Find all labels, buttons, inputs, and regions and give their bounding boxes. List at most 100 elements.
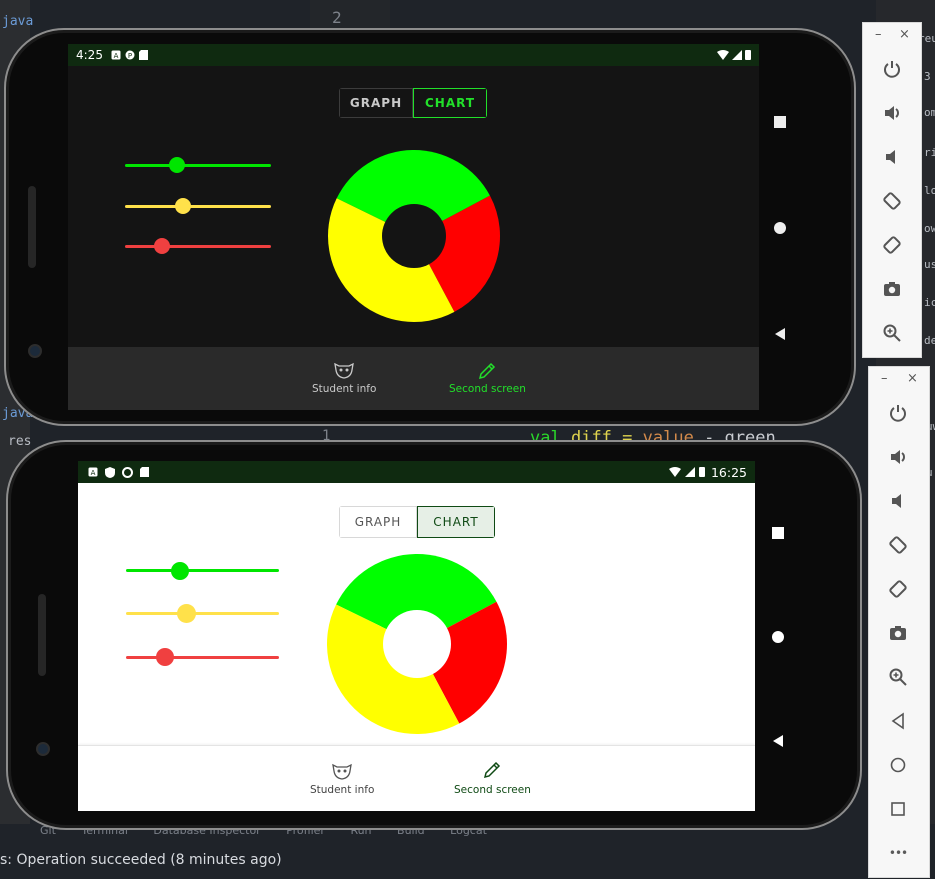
overview-icon[interactable] xyxy=(886,797,910,821)
app-screen-light: A 16:25 GRAPH CHART Student info xyxy=(78,461,755,811)
status-bar: 4:25 A P xyxy=(68,44,759,66)
slider-thumb-red[interactable] xyxy=(156,648,174,666)
more-icon[interactable]: ••• xyxy=(888,846,908,860)
rotate-right-icon[interactable] xyxy=(880,233,904,257)
tab-chart[interactable]: CHART xyxy=(417,506,495,538)
side-fragment: ict xyxy=(924,296,935,309)
line-number: 2 xyxy=(332,8,342,27)
slider-track-yellow[interactable] xyxy=(125,205,271,208)
slider-thumb-red[interactable] xyxy=(154,238,170,254)
line-number-2: 1 xyxy=(322,428,331,444)
pencil-icon xyxy=(484,761,501,779)
donut-slice-green xyxy=(336,554,497,644)
clock: 16:25 xyxy=(710,464,747,480)
side-fragment: ow xyxy=(924,222,935,235)
slider-track-yellow[interactable] xyxy=(126,612,279,615)
bottom-navigation: Student info Second screen xyxy=(78,745,755,811)
graph-chart-toggle: GRAPH CHART xyxy=(339,506,495,538)
side-button xyxy=(28,186,36,268)
back-icon[interactable] xyxy=(770,326,790,345)
side-button xyxy=(38,594,46,676)
side-fragment: uw xyxy=(926,420,935,433)
home-icon[interactable] xyxy=(768,629,788,648)
slider-track-green[interactable] xyxy=(126,569,279,572)
volume-down-icon[interactable] xyxy=(886,489,910,513)
slider-track-red[interactable] xyxy=(126,656,279,659)
battery-icon xyxy=(698,467,705,477)
tab-chart[interactable]: CHART xyxy=(413,88,487,118)
side-fragment: de xyxy=(924,334,935,347)
graph-chart-toggle: GRAPH CHART xyxy=(339,88,487,118)
notification-icon-play: P xyxy=(125,50,135,60)
record-icon xyxy=(122,466,133,478)
tab-graph[interactable]: GRAPH xyxy=(339,88,413,118)
nav-label-student-info: Student info xyxy=(310,784,375,796)
donut-hole xyxy=(383,610,451,678)
ide-status-message: s: Operation succeeded (8 minutes ago) xyxy=(0,846,935,879)
minimize-button[interactable]: – xyxy=(875,27,882,42)
raccoon-icon xyxy=(334,362,355,379)
volume-up-icon[interactable] xyxy=(886,445,910,469)
slider-track-green[interactable] xyxy=(125,164,271,167)
slider-thumb-green[interactable] xyxy=(169,157,185,173)
side-fragment: low xyxy=(924,184,935,197)
signal-icon xyxy=(732,50,742,60)
overview-icon[interactable] xyxy=(770,114,790,133)
sd-card-icon xyxy=(140,467,149,477)
nav-student-info[interactable]: Student info xyxy=(310,762,374,796)
home-icon[interactable] xyxy=(770,220,790,239)
volume-up-icon[interactable] xyxy=(880,101,904,125)
power-icon[interactable] xyxy=(886,401,910,425)
rotate-left-icon[interactable] xyxy=(886,533,910,557)
nav-label-student-info: Student info xyxy=(312,383,377,395)
raccoon-icon xyxy=(332,763,353,780)
svg-text:P: P xyxy=(128,52,132,60)
back-icon[interactable] xyxy=(886,709,910,733)
notification-icon-a: A xyxy=(111,50,121,60)
notification-icons: A P xyxy=(111,50,148,60)
power-icon[interactable] xyxy=(880,57,904,81)
tab-graph[interactable]: GRAPH xyxy=(339,506,417,538)
slider-track-red[interactable] xyxy=(125,245,271,248)
nav-second-screen[interactable]: Second screen xyxy=(454,760,531,796)
screenshot-icon[interactable] xyxy=(880,277,904,301)
close-button[interactable]: × xyxy=(907,371,918,386)
overview-icon[interactable] xyxy=(768,525,788,544)
side-fragment: rin xyxy=(924,146,935,159)
zoom-icon[interactable] xyxy=(886,665,910,689)
rotate-left-icon[interactable] xyxy=(880,189,904,213)
wifi-icon xyxy=(668,467,681,477)
nav-second-screen[interactable]: Second screen xyxy=(449,361,526,395)
rotate-right-icon[interactable] xyxy=(886,577,910,601)
app-screen-dark: 4:25 A P GRAPH CHART Student info Se xyxy=(68,44,759,410)
minimize-button[interactable]: – xyxy=(881,371,888,386)
svg-text:A: A xyxy=(114,52,119,60)
nav-label-second-screen: Second screen xyxy=(454,784,531,796)
tree-item-res[interactable]: res xyxy=(8,434,32,449)
emulator-panel-top: – × xyxy=(862,22,922,358)
volume-down-icon[interactable] xyxy=(880,145,904,169)
donut-slice-yellow xyxy=(328,198,455,322)
slider-thumb-yellow[interactable] xyxy=(177,604,196,623)
camera-icon xyxy=(28,344,42,358)
nav-student-info[interactable]: Student info xyxy=(312,361,376,395)
notification-icon-a: A xyxy=(88,467,98,477)
slider-thumb-yellow[interactable] xyxy=(175,198,191,214)
pencil-icon xyxy=(479,362,496,380)
nav-label-second-screen: Second screen xyxy=(449,383,526,395)
donut-slice-yellow xyxy=(327,604,460,734)
donut-chart xyxy=(328,150,500,322)
slider-thumb-green[interactable] xyxy=(171,562,189,580)
screenshot-icon[interactable] xyxy=(886,621,910,645)
home-icon[interactable] xyxy=(886,753,910,777)
donut-chart xyxy=(327,554,507,734)
status-bar: A 16:25 xyxy=(78,461,755,483)
shield-icon xyxy=(105,466,115,478)
close-button[interactable]: × xyxy=(899,27,910,42)
side-fragment: 3 xyxy=(924,70,931,83)
back-icon[interactable] xyxy=(768,733,788,752)
zoom-icon[interactable] xyxy=(880,321,904,345)
tree-item-java[interactable]: java xyxy=(2,14,34,29)
signal-icon xyxy=(684,467,695,477)
clock: 4:25 xyxy=(76,48,103,62)
